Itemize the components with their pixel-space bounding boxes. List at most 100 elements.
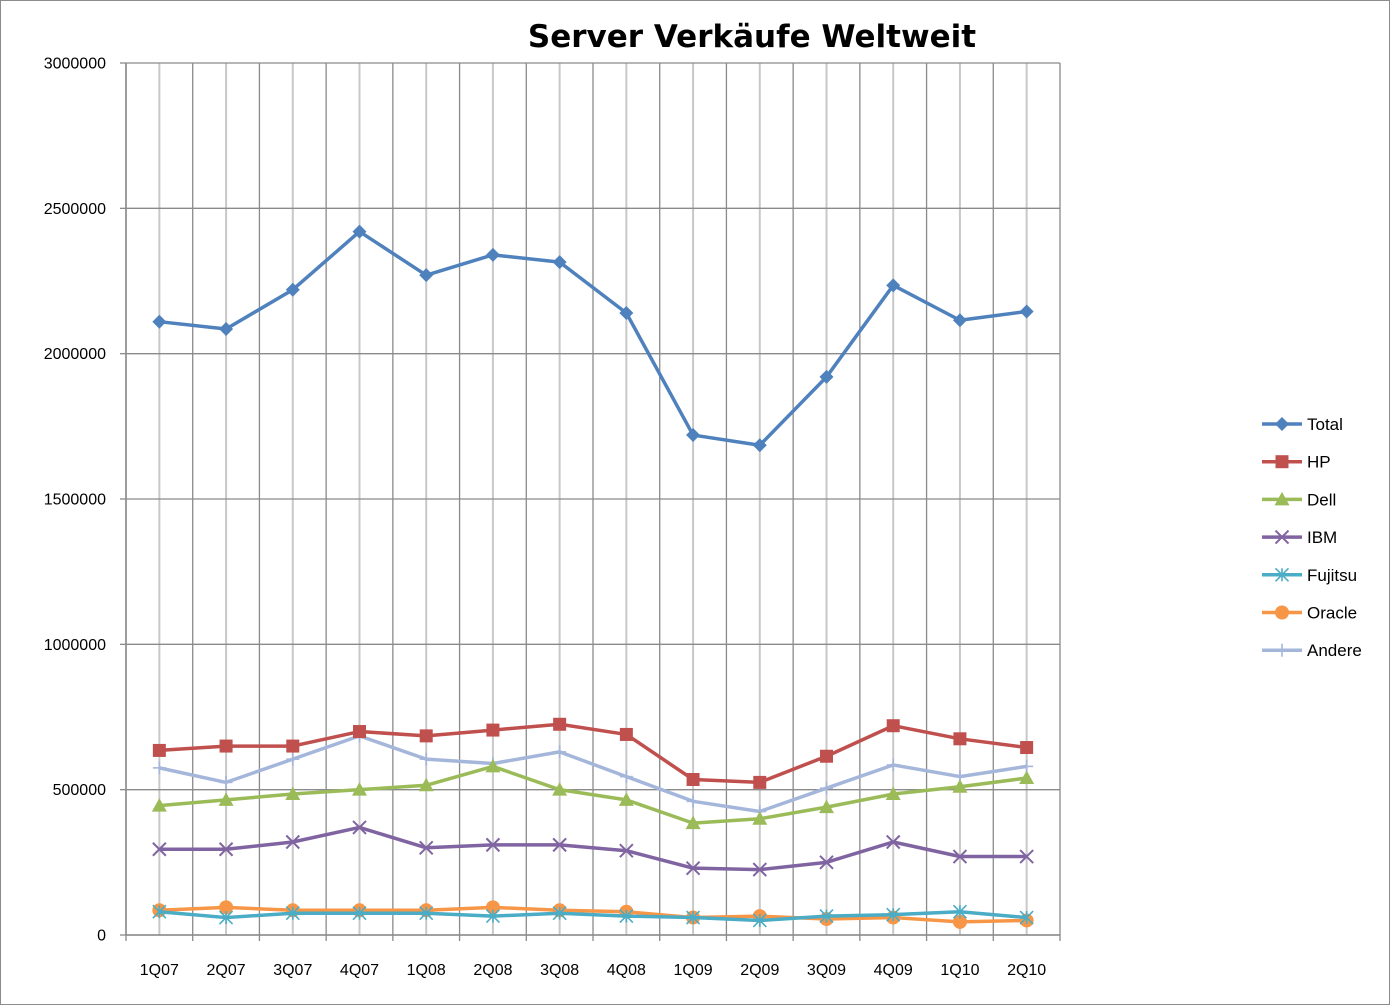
data-point-andere — [619, 770, 633, 784]
data-point-total — [485, 247, 500, 262]
data-point-total — [285, 282, 300, 297]
data-point-andere — [886, 758, 900, 772]
data-point-total — [219, 321, 234, 336]
data-point-dell — [552, 782, 568, 796]
x-tick-label: 1Q07 — [140, 962, 179, 979]
data-point-dell — [151, 798, 167, 812]
y-tick-label: 1500000 — [44, 492, 106, 509]
marker-stroke — [1019, 849, 1034, 864]
data-point-fujitsu — [819, 909, 834, 924]
legend-marker — [1275, 417, 1289, 431]
data-point-total — [819, 369, 834, 384]
marker-stroke — [685, 860, 701, 876]
data-point-andere — [219, 775, 233, 789]
data-point-hp — [1020, 741, 1034, 755]
data-point-fujitsu — [352, 906, 367, 921]
x-tick-label: 4Q08 — [607, 962, 646, 979]
legend-item-ibm: IBM — [1262, 528, 1337, 547]
x-tick-label: 2Q07 — [207, 962, 246, 979]
data-point-hp — [686, 772, 700, 786]
legend-marker — [1275, 643, 1289, 657]
series-ibm — [152, 820, 1034, 877]
legend-item-total: Total — [1262, 415, 1343, 434]
marker-stroke — [952, 849, 968, 864]
y-tick-label: 500000 — [53, 782, 106, 799]
marker-stroke — [619, 843, 634, 858]
legend-marker — [1275, 605, 1289, 620]
marker-stroke — [886, 834, 901, 850]
legend-marker — [1275, 455, 1289, 469]
marker-stroke — [419, 840, 434, 856]
data-point-hp — [419, 729, 433, 743]
data-point-dell — [685, 815, 701, 830]
series-line-fujitsu — [159, 909, 1027, 923]
marker-stroke — [752, 862, 767, 877]
data-point-total — [352, 224, 367, 239]
legend-marker — [1274, 529, 1290, 545]
legend-label: Andere — [1307, 641, 1362, 660]
x-tick-label: 1Q10 — [940, 962, 979, 979]
data-point-ibm — [152, 842, 167, 857]
x-tick-label: 2Q10 — [1007, 962, 1046, 979]
data-point-dell — [752, 811, 768, 825]
data-point-total — [952, 313, 967, 328]
data-point-fujitsu — [219, 910, 234, 925]
data-point-fujitsu — [886, 907, 901, 922]
data-point-hp — [753, 775, 767, 789]
data-point-fujitsu — [485, 909, 500, 924]
y-tick-label: 3000000 — [44, 56, 106, 73]
data-point-total — [886, 278, 901, 293]
legend: Total HP Dell IBM Fujitsu Oracle Andere — [1262, 415, 1362, 660]
data-point-hp — [886, 719, 900, 733]
data-point-dell — [819, 799, 834, 814]
legend-label: Dell — [1307, 490, 1336, 509]
legend-marker — [1274, 491, 1290, 506]
data-point-andere — [820, 781, 833, 795]
data-point-fujitsu — [285, 906, 300, 921]
x-tick-label: 4Q07 — [340, 962, 379, 979]
marker-stroke — [485, 837, 501, 853]
series-line-ibm — [159, 825, 1027, 872]
data-point-ibm — [952, 849, 968, 864]
data-point-ibm — [619, 843, 634, 858]
data-point-dell — [418, 777, 434, 792]
data-point-dell — [1019, 770, 1035, 785]
series-line-andere — [158, 734, 1027, 814]
data-point-ibm — [552, 837, 567, 853]
data-point-hp — [486, 723, 500, 737]
series-hp — [152, 717, 1034, 789]
data-point-ibm — [819, 855, 834, 870]
marker-stroke — [152, 842, 167, 857]
data-point-ibm — [218, 842, 234, 857]
data-point-hp — [553, 717, 567, 731]
data-point-ibm — [685, 860, 701, 876]
data-point-hp — [820, 749, 833, 763]
legend-label: IBM — [1307, 528, 1337, 547]
data-point-andere — [419, 752, 433, 766]
data-point-dell — [352, 782, 367, 796]
x-tick-label: 3Q08 — [540, 962, 579, 979]
data-point-ibm — [352, 820, 367, 835]
data-point-total — [552, 255, 567, 270]
data-point-oracle — [952, 914, 967, 929]
data-point-total — [619, 305, 634, 320]
data-point-fujitsu — [152, 904, 167, 919]
y-tick-label: 2000000 — [44, 346, 106, 363]
data-point-hp — [219, 739, 233, 753]
series-fujitsu — [152, 904, 1034, 928]
x-tick-label: 4Q09 — [874, 962, 913, 979]
data-point-total — [686, 428, 701, 443]
data-point-total — [1019, 304, 1034, 319]
data-point-hp — [619, 727, 633, 741]
data-point-fujitsu — [1019, 910, 1034, 925]
data-point-fujitsu — [552, 906, 567, 921]
legend-item-hp: HP — [1262, 453, 1331, 472]
data-point-oracle — [485, 900, 500, 915]
data-point-ibm — [285, 834, 300, 850]
series-line-dell — [159, 764, 1027, 825]
axes: 0 500000 1000000 1500000 2000000 2500000 30000… — [44, 56, 1061, 979]
data-point-fujitsu — [752, 913, 767, 928]
marker-stroke — [218, 842, 234, 857]
